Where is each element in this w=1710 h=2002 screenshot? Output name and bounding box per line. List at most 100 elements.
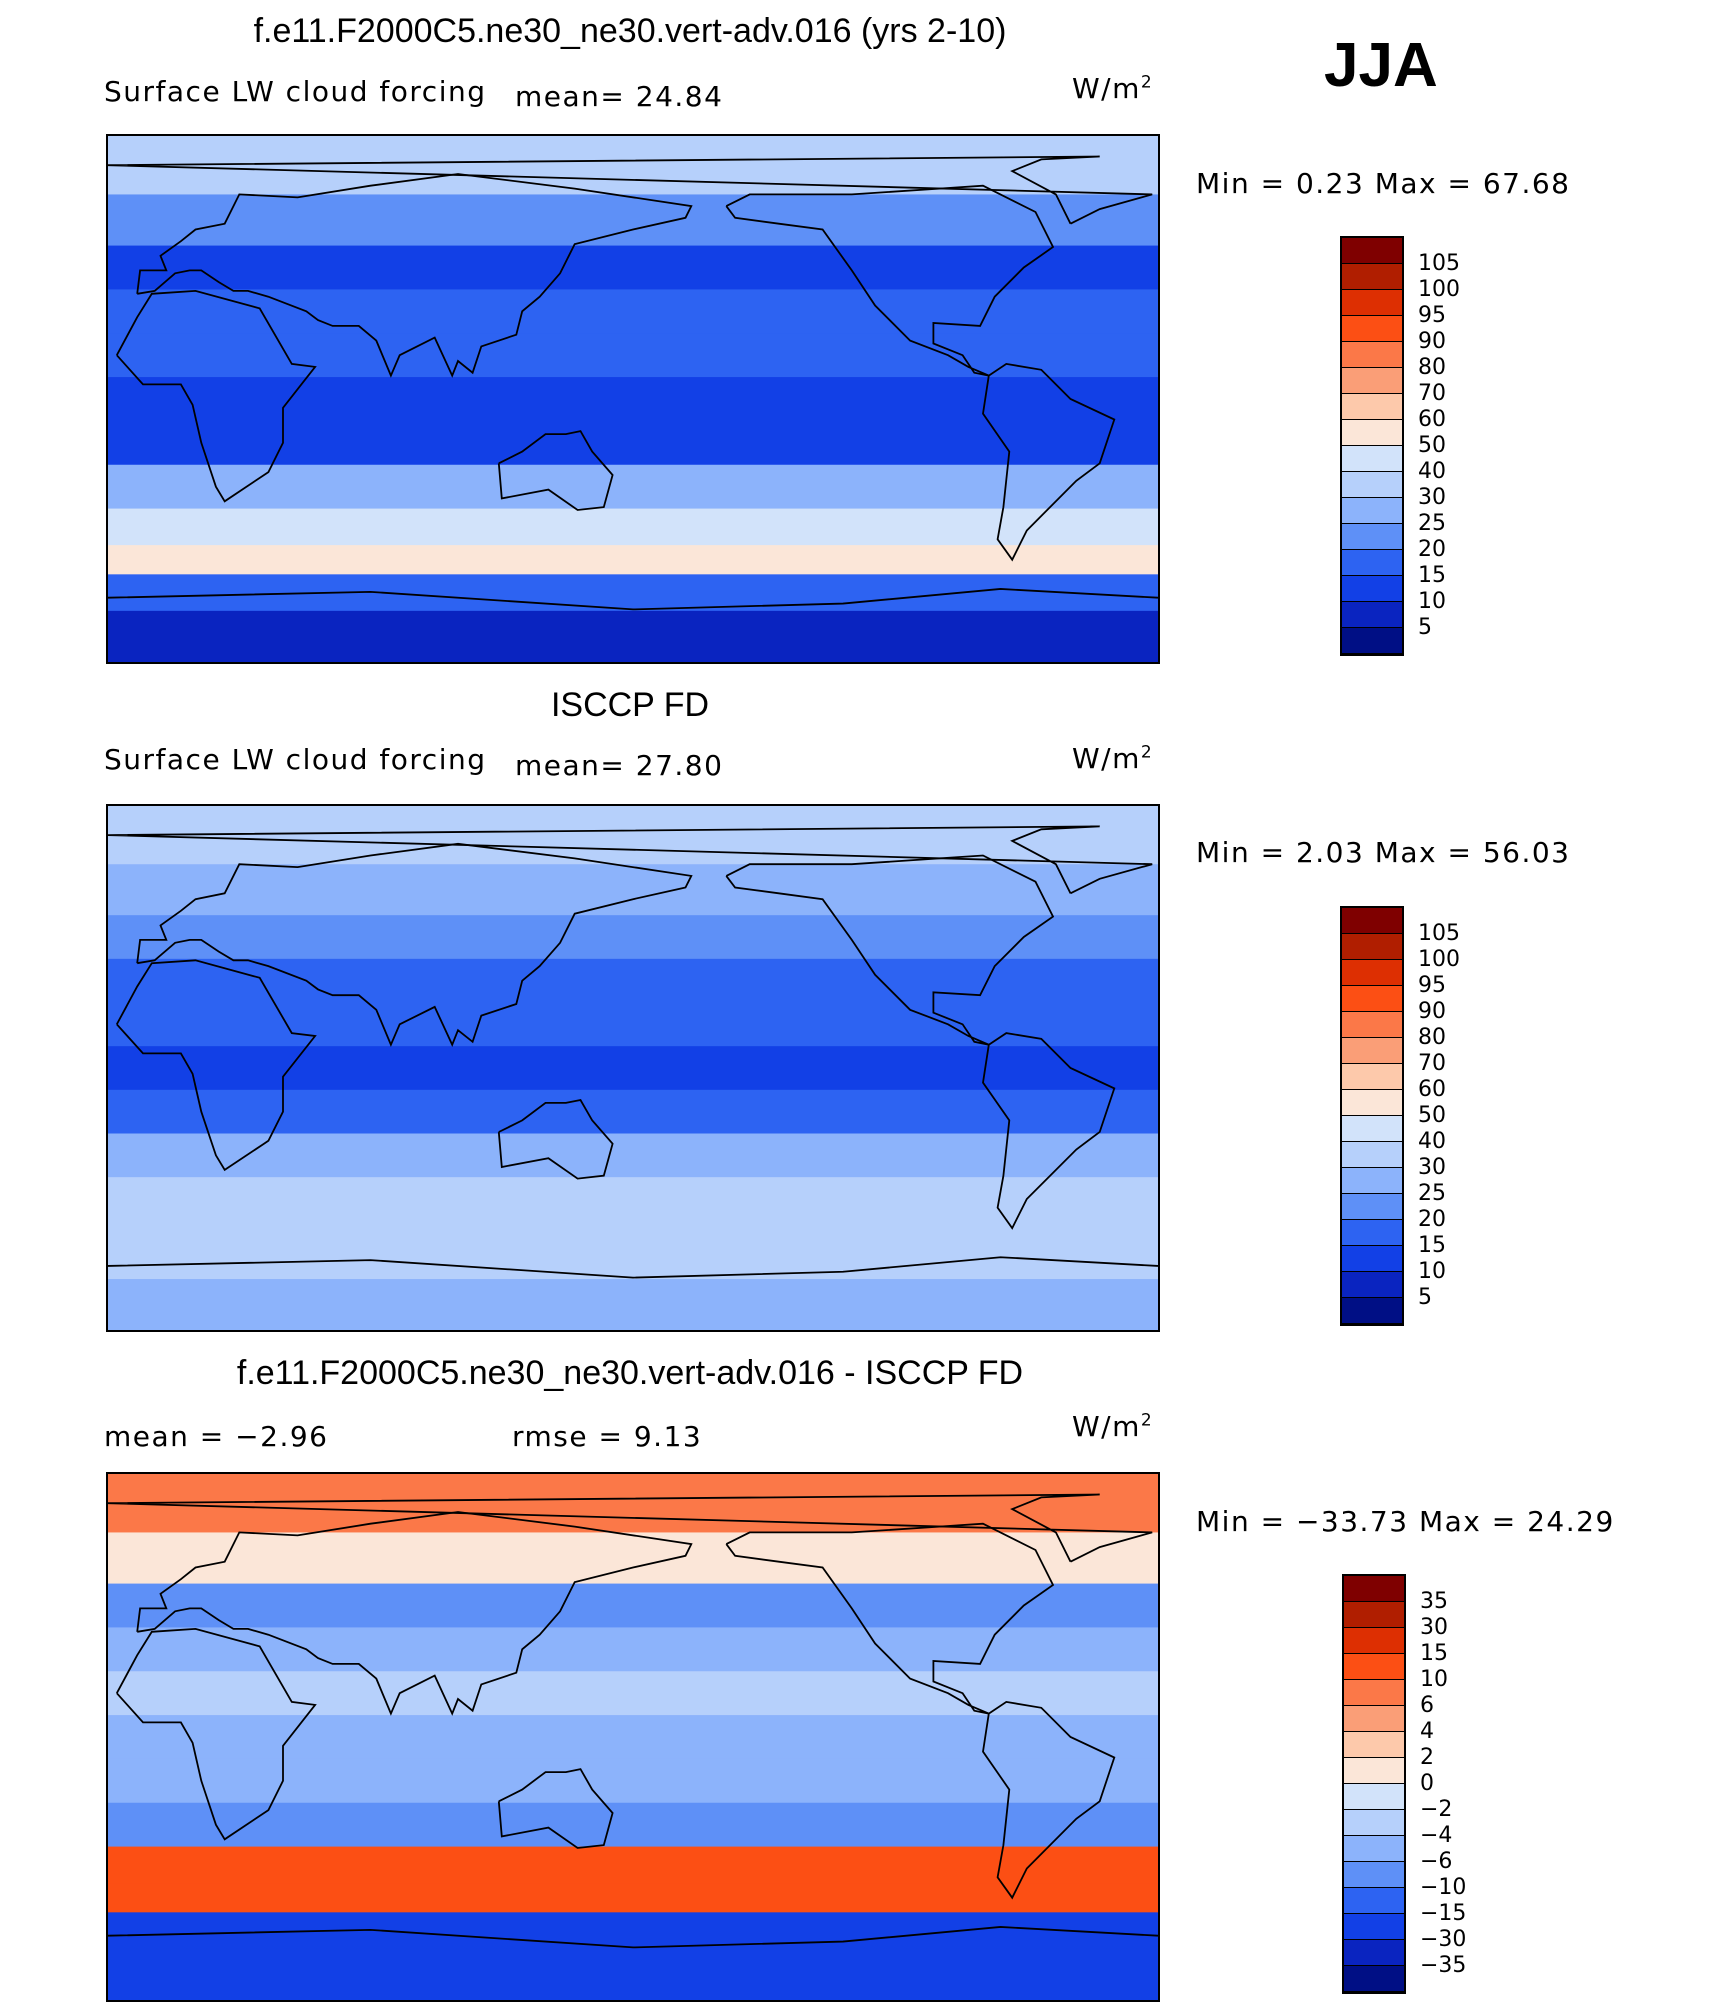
field-band (108, 915, 1158, 960)
colorbar-swatch (1342, 342, 1402, 368)
panel-2-map (106, 804, 1160, 1332)
season-label: JJA (1324, 31, 1438, 100)
colorbar-tick-label: −2 (1420, 1797, 1453, 1822)
panel-3-mean: mean = −2.96 (104, 1420, 329, 1453)
field-band (108, 958, 1158, 1004)
field-band (108, 464, 1158, 510)
colorbar-swatch (1342, 498, 1402, 524)
coastline (497, 1768, 614, 1849)
field-band (108, 1948, 1158, 2000)
coastline (497, 430, 614, 511)
panel-3-field (108, 1474, 1158, 2000)
field-band (108, 545, 1158, 576)
colorbar-swatch (1342, 316, 1402, 342)
panel-2-map-svg (108, 806, 1158, 1330)
colorbar-tick-label: 15 (1418, 1233, 1446, 1258)
coastline (116, 959, 317, 1172)
coastline (108, 155, 1153, 225)
colorbar-swatch (1344, 1914, 1404, 1940)
colorbar-tick-label: −10 (1420, 1875, 1467, 1900)
colorbar-swatch (1344, 1940, 1404, 1966)
colorbar-swatch (1342, 550, 1402, 576)
colorbar-tick-label: 25 (1418, 1181, 1446, 1206)
field-band (108, 1912, 1158, 1950)
colorbar-swatch (1342, 1220, 1402, 1246)
panel-1-units: W/m2 (1072, 72, 1154, 105)
colorbar-swatch (1344, 1862, 1404, 1888)
colorbar-swatch (1344, 1680, 1404, 1706)
panel-3-rmse: rmse = 9.13 (512, 1420, 703, 1453)
coastline-antarctica (108, 1926, 1158, 1949)
field-band (108, 1846, 1158, 1885)
colorbar-tick-label: 40 (1418, 459, 1446, 484)
colorbar-tick-label: 100 (1418, 277, 1460, 302)
coastline (982, 362, 1116, 562)
colorbar-tick-label: 30 (1418, 485, 1446, 510)
coastline-antarctica (108, 1256, 1158, 1279)
coastline (136, 842, 693, 1048)
colorbar-tick-label: −15 (1420, 1901, 1467, 1926)
colorbar-tick-label: 105 (1418, 921, 1460, 946)
colorbar-swatch (1342, 1038, 1402, 1064)
field-band (108, 1758, 1158, 1804)
panel-1-map (106, 134, 1160, 664)
field-band (108, 1883, 1158, 1914)
colorbar-tick-label: 60 (1418, 1077, 1446, 1102)
coastline (136, 1511, 693, 1716)
colorbar-swatch (1342, 1012, 1402, 1038)
colorbar-swatch (1342, 472, 1402, 498)
field-band (108, 333, 1158, 379)
colorbar-swatch (1342, 420, 1402, 446)
field-band (108, 1532, 1158, 1585)
colorbar-swatch (1342, 1298, 1402, 1324)
colorbar-swatch (1342, 960, 1402, 986)
colorbar-tick-label: 30 (1418, 1155, 1446, 1180)
field-band (108, 1213, 1158, 1244)
field-band (108, 1671, 1158, 1717)
field-band (108, 806, 1158, 866)
field-band (108, 1046, 1158, 1091)
coastline (116, 289, 317, 503)
colorbar-tick-label: 70 (1418, 381, 1446, 406)
colorbar-tick-label: 30 (1420, 1615, 1448, 1640)
colorbar-tick-label: 50 (1418, 1103, 1446, 1128)
colorbar-tick-label: 15 (1420, 1641, 1448, 1666)
colorbar-tick-label: −30 (1420, 1927, 1467, 1952)
colorbar-swatch (1342, 264, 1402, 290)
panel-2-colorbar: 105 100 95 90 80 70 60 50 40 30 25 20 15 10 5 (1340, 906, 1460, 1326)
colorbar-swatch (1344, 1758, 1404, 1784)
field-band (108, 377, 1158, 422)
colorbar-swatch (1342, 524, 1402, 550)
field-band (108, 194, 1158, 247)
colorbar-swatch (1342, 446, 1402, 472)
field-band (108, 289, 1158, 335)
panel-3-title: f.e11.F2000C5.ne30_ne30.vert-adv.016 - I… (236, 1354, 1024, 1392)
colorbar-tick-label: 4 (1420, 1719, 1434, 1744)
panel-2-coastlines (108, 825, 1158, 1279)
colorbar-tick-label: 15 (1418, 563, 1446, 588)
panel-3-colorbar: 35 30 15 10 6 4 2 0 −2 −4 −6 −10 −15 −30 −35 (1342, 1574, 1466, 1994)
coastline-antarctica (108, 588, 1158, 611)
panel-2-field (108, 806, 1158, 1330)
colorbar-tick-label: 5 (1418, 615, 1432, 640)
colorbar-tick-label: 10 (1418, 589, 1446, 614)
panel-3-coastlines (108, 1493, 1158, 1949)
coastline (108, 1493, 1153, 1563)
colorbar-swatch (1342, 986, 1402, 1012)
colorbar-swatch (1344, 1732, 1404, 1758)
colorbar-swatch (1342, 1142, 1402, 1168)
colorbar-swatch (1344, 1784, 1404, 1810)
field-band (108, 1715, 1158, 1760)
field-band (108, 574, 1158, 612)
panel-3-map-svg (108, 1474, 1158, 2000)
field-band (108, 420, 1158, 466)
panel-2-minmax: Min = 2.03 Max = 56.03 (1196, 836, 1571, 869)
panel-1-map-svg (108, 136, 1158, 662)
field-band (108, 1474, 1158, 1534)
colorbar-tick-label: 70 (1418, 1051, 1446, 1076)
colorbar-tick-label: 50 (1418, 433, 1446, 458)
colorbar-tick-label: 105 (1418, 251, 1460, 276)
coastline (116, 1627, 317, 1841)
panel-1-title: f.e11.F2000C5.ne30_ne30.vert-adv.016 (yr… (253, 12, 1007, 50)
field-band (108, 1089, 1158, 1135)
